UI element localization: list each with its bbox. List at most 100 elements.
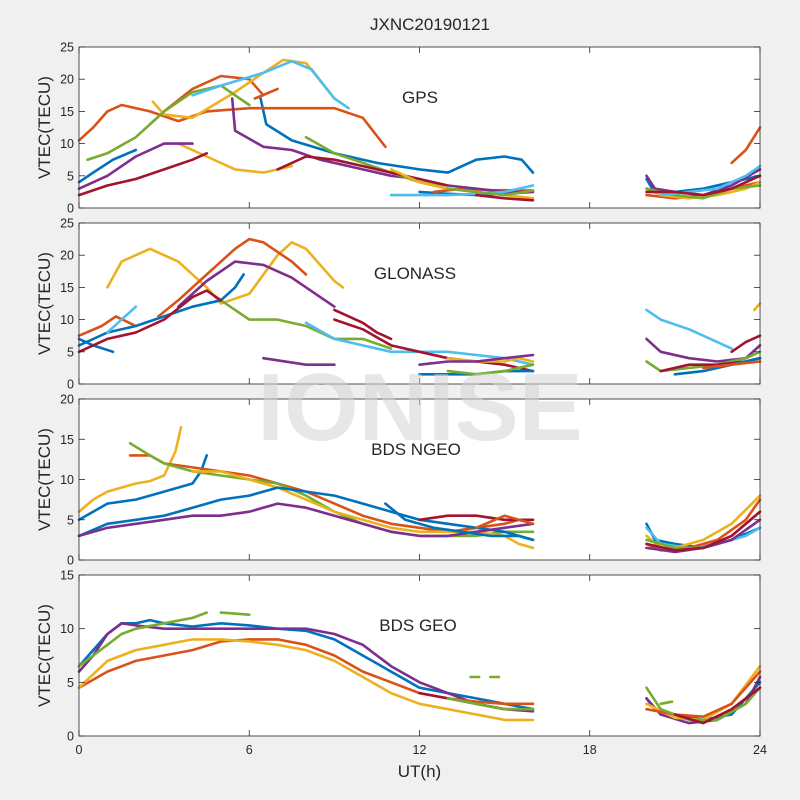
series-line <box>384 502 535 542</box>
y-tick-label: 10 <box>60 313 74 327</box>
x-tick-label: 6 <box>246 743 253 757</box>
series-line <box>730 126 762 165</box>
series-line <box>77 289 223 354</box>
series-line <box>77 486 535 542</box>
series-line <box>128 442 535 538</box>
series-line <box>77 622 535 713</box>
series-line <box>333 318 535 373</box>
panel: 0 5 10 15 20 25 VTEC(TECU) GPS <box>35 41 762 216</box>
panel-label: GPS <box>402 88 438 107</box>
panel-label: BDS GEO <box>379 616 456 635</box>
series-line <box>77 502 535 538</box>
series-line <box>77 142 194 190</box>
series-line <box>128 454 521 534</box>
series-line <box>77 148 138 184</box>
series-line <box>702 360 762 370</box>
series-line <box>151 58 336 120</box>
x-tick-label: 12 <box>413 743 427 757</box>
x-tick-label: 0 <box>76 743 83 757</box>
y-axis-label: VTEC(TECU) <box>35 252 54 355</box>
series-line <box>191 59 350 110</box>
series-line <box>730 334 762 354</box>
panel-label: BDS NGEO <box>371 440 461 459</box>
series-line <box>262 356 336 366</box>
series-line <box>389 184 535 197</box>
y-tick-label: 5 <box>67 676 74 690</box>
series-line <box>475 514 535 530</box>
series-line <box>475 193 535 202</box>
watermark: IONISE <box>257 354 582 461</box>
series-line <box>645 350 762 373</box>
y-tick-label: 25 <box>60 41 74 55</box>
series-line <box>77 425 183 513</box>
y-tick-label: 0 <box>67 554 74 568</box>
y-tick-label: 15 <box>60 105 74 119</box>
panel: 0 5 10 15 20 VTEC(TECU) BDS NGEO <box>35 393 762 568</box>
plot-area <box>79 399 760 560</box>
x-axis-label: UT(h) <box>398 762 441 781</box>
panel: 0 5 10 15 20 25 VTEC(TECU) GLONASS <box>35 217 762 392</box>
y-tick-label: 5 <box>67 513 74 527</box>
series-line <box>333 308 393 341</box>
y-axis-label: VTEC(TECU) <box>35 76 54 179</box>
y-tick-label: 10 <box>60 622 74 636</box>
series-line <box>157 237 308 318</box>
y-tick-label: 0 <box>67 378 74 392</box>
series-line <box>77 273 245 347</box>
series-line <box>418 514 535 522</box>
y-tick-label: 5 <box>67 169 74 183</box>
panel-label: GLONASS <box>374 264 456 283</box>
y-tick-label: 20 <box>60 249 74 263</box>
x-tick-label: 18 <box>583 743 597 757</box>
series-line <box>673 356 762 376</box>
series-line <box>177 260 336 308</box>
series-line <box>418 353 535 366</box>
series-line <box>77 315 138 337</box>
series-line <box>446 697 535 711</box>
series-line <box>230 97 421 181</box>
series-line <box>77 611 208 668</box>
series-line <box>219 299 393 350</box>
y-tick-label: 15 <box>60 433 74 447</box>
series-line <box>276 155 450 187</box>
y-tick-label: 25 <box>60 217 74 231</box>
plot-area <box>79 223 760 384</box>
series-line <box>645 526 762 550</box>
series-line <box>77 103 387 149</box>
y-tick-label: 10 <box>60 473 74 487</box>
series-line <box>446 363 535 376</box>
series-line <box>106 305 138 334</box>
series-line <box>645 174 762 197</box>
y-tick-label: 20 <box>60 73 74 87</box>
panel: 0 5 10 15 0 6 12 18 24 VTEC(TECU) BDS GEO UT(h) <box>35 569 767 782</box>
series-line <box>253 87 279 100</box>
y-tick-label: 0 <box>67 730 74 744</box>
y-tick-label: 0 <box>67 202 74 216</box>
series-line <box>446 187 535 197</box>
y-tick-label: 20 <box>60 393 74 407</box>
y-axis-label: VTEC(TECU) <box>35 604 54 707</box>
series-line <box>645 308 733 350</box>
y-axis-label: VTEC(TECU) <box>35 428 54 531</box>
series-line <box>673 686 762 725</box>
series-line <box>259 97 535 174</box>
panels: 0 5 10 15 20 25 VTEC(TECU) GPS 0 5 10 15 20 25 VTEC(TE… <box>35 41 767 782</box>
figure-title: JXNC20190121 <box>370 15 490 34</box>
plot-area <box>79 47 760 208</box>
series-line <box>645 686 762 722</box>
x-tick-label: 24 <box>753 743 767 757</box>
series-line <box>77 152 208 197</box>
series-line <box>645 670 762 718</box>
y-tick-label: 10 <box>60 137 74 151</box>
series-line <box>106 241 345 305</box>
series-line <box>753 302 762 312</box>
y-tick-label: 15 <box>60 281 74 295</box>
series-line <box>77 638 535 722</box>
series-line <box>645 510 762 552</box>
series-line <box>219 611 251 616</box>
y-tick-label: 5 <box>67 345 74 359</box>
series-line <box>177 142 294 174</box>
series-line <box>659 700 674 706</box>
y-tick-label: 15 <box>60 569 74 583</box>
